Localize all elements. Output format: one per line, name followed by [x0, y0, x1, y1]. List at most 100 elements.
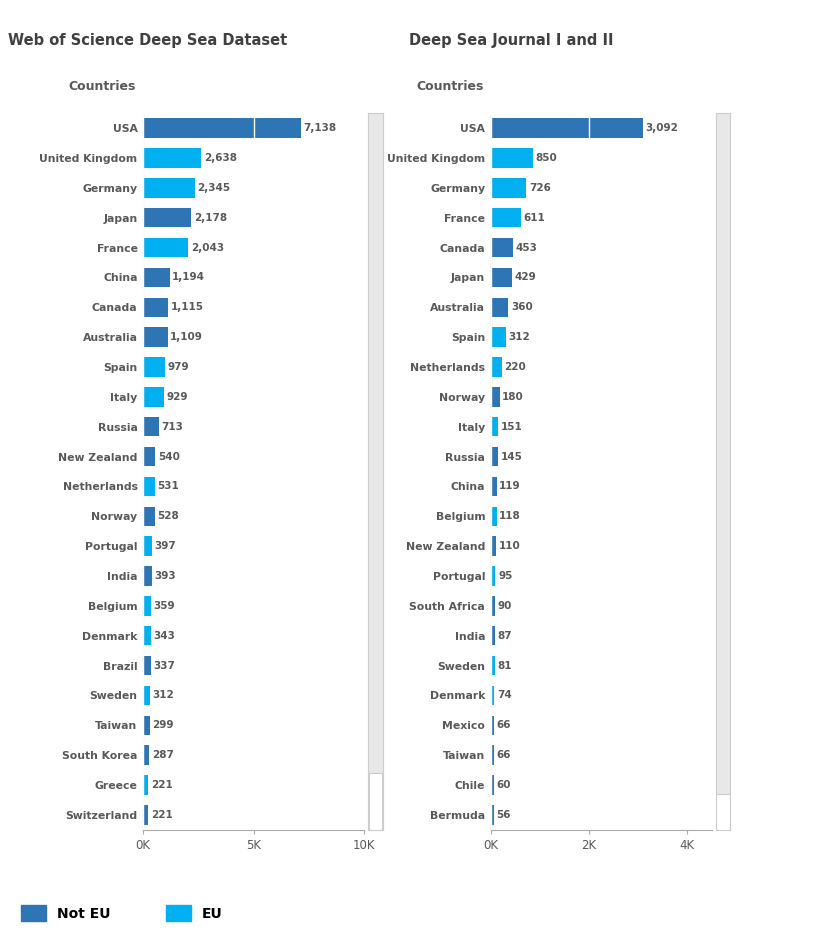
Text: 531: 531 [158, 482, 179, 491]
Text: 850: 850 [535, 153, 557, 163]
Bar [491, 119, 643, 138]
Bar [491, 477, 497, 496]
Text: 337: 337 [153, 661, 175, 670]
Bar [491, 388, 500, 406]
Bar [143, 417, 159, 437]
Bar [491, 447, 498, 466]
Bar [491, 567, 496, 586]
Bar [143, 537, 152, 555]
Bar [491, 268, 512, 287]
Bar [491, 327, 506, 347]
Bar [143, 327, 168, 347]
Text: 359: 359 [154, 601, 175, 611]
Text: 360: 360 [511, 303, 533, 312]
Bar [491, 716, 494, 735]
Text: 81: 81 [497, 661, 512, 670]
Bar [143, 447, 155, 466]
Text: 145: 145 [501, 452, 523, 461]
Text: 118: 118 [499, 511, 521, 521]
Text: 66: 66 [497, 751, 511, 760]
Text: 287: 287 [152, 751, 174, 760]
Bar [143, 626, 151, 645]
Bar [143, 805, 148, 824]
Text: 56: 56 [497, 810, 510, 819]
Bar [143, 656, 151, 675]
Text: Countries: Countries [69, 80, 136, 93]
Text: 713: 713 [161, 422, 183, 432]
Bar [143, 567, 152, 586]
Text: 110: 110 [499, 541, 520, 551]
Text: Countries: Countries [416, 80, 483, 93]
FancyBboxPatch shape [369, 772, 382, 830]
Bar [143, 746, 150, 765]
Bar [143, 298, 168, 317]
Text: 1,194: 1,194 [172, 273, 205, 282]
Bar [491, 537, 497, 555]
Text: 397: 397 [155, 541, 177, 551]
Text: 299: 299 [152, 720, 174, 730]
Text: 151: 151 [501, 422, 523, 432]
Text: 90: 90 [498, 601, 512, 611]
Text: 929: 929 [166, 392, 188, 402]
Text: 343: 343 [154, 631, 175, 640]
Bar [491, 805, 493, 824]
Bar [143, 716, 150, 735]
Text: 220: 220 [504, 362, 526, 372]
Text: Web of Science Deep Sea Dataset: Web of Science Deep Sea Dataset [8, 33, 287, 48]
Text: 528: 528 [157, 511, 179, 521]
Text: 2,345: 2,345 [198, 183, 231, 192]
Text: 540: 540 [158, 452, 180, 461]
Text: 726: 726 [529, 183, 551, 192]
Text: 2,638: 2,638 [204, 153, 237, 163]
Bar [143, 596, 151, 616]
Bar [143, 775, 148, 795]
Bar [491, 178, 527, 197]
Text: 429: 429 [515, 273, 537, 282]
Bar [491, 208, 521, 227]
FancyBboxPatch shape [717, 794, 730, 830]
Bar [491, 506, 497, 526]
Text: 1,115: 1,115 [170, 303, 204, 312]
Text: 221: 221 [151, 810, 173, 819]
Bar [491, 148, 533, 168]
Bar [143, 357, 164, 376]
Bar [143, 119, 301, 138]
Bar [491, 686, 494, 705]
Text: 221: 221 [151, 780, 173, 790]
Bar [143, 686, 150, 705]
Text: 2,043: 2,043 [191, 242, 224, 253]
Text: 979: 979 [168, 362, 189, 372]
Text: 74: 74 [497, 690, 512, 701]
Text: 393: 393 [155, 571, 176, 581]
Text: 119: 119 [499, 482, 521, 491]
Bar [491, 746, 494, 765]
Bar [143, 268, 169, 287]
Text: 453: 453 [515, 242, 537, 253]
Legend: Not EU, EU: Not EU, EU [15, 900, 228, 927]
Bar [491, 298, 509, 317]
Bar [143, 388, 164, 406]
Text: 87: 87 [497, 631, 512, 640]
Bar [491, 357, 501, 376]
Text: 7,138: 7,138 [303, 124, 336, 133]
Text: 312: 312 [153, 690, 174, 701]
Bar [491, 775, 494, 795]
Bar [143, 178, 195, 197]
Bar [143, 238, 188, 257]
Text: 2,178: 2,178 [194, 213, 227, 223]
Bar [143, 477, 155, 496]
Bar [491, 656, 495, 675]
Text: 66: 66 [497, 720, 511, 730]
Text: 611: 611 [524, 213, 545, 223]
Text: 180: 180 [502, 392, 524, 402]
Bar [491, 417, 498, 437]
Text: 95: 95 [498, 571, 513, 581]
Bar [143, 148, 201, 168]
Text: 60: 60 [497, 780, 511, 790]
Bar [491, 596, 495, 616]
Text: 1,109: 1,109 [170, 332, 203, 342]
Bar [143, 208, 191, 227]
Bar [491, 626, 495, 645]
Bar [491, 238, 513, 257]
Text: 3,092: 3,092 [645, 124, 678, 133]
